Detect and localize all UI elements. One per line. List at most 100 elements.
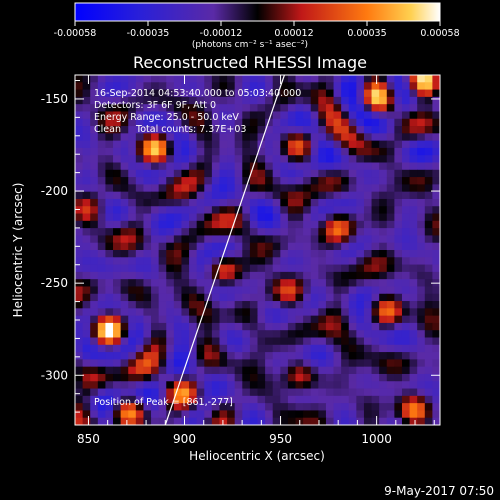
heatmap-cell xyxy=(310,133,319,142)
heatmap-cell xyxy=(219,293,228,302)
heatmap-cell xyxy=(379,82,388,90)
heatmap-cell xyxy=(105,111,114,120)
heatmap-cell xyxy=(181,322,190,331)
heatmap-cell xyxy=(310,322,319,331)
heatmap-cell xyxy=(211,213,220,222)
heatmap-cell xyxy=(143,373,152,382)
heatmap-cell xyxy=(97,417,106,425)
heatmap-cell xyxy=(333,388,342,397)
heatmap-cell xyxy=(303,417,312,425)
heatmap-cell xyxy=(409,75,418,83)
heatmap-cell xyxy=(280,162,289,171)
heatmap-cell xyxy=(75,177,83,185)
heatmap-cell xyxy=(113,191,122,200)
heatmap-cell xyxy=(280,330,289,338)
heatmap-cell xyxy=(135,352,144,360)
heatmap-cell xyxy=(227,352,236,360)
heatmap-cell xyxy=(196,191,205,200)
heatmap-cell xyxy=(227,126,236,134)
heatmap-cell xyxy=(135,140,144,149)
heatmap-cell xyxy=(348,337,357,346)
heatmap-cell xyxy=(432,111,440,120)
heatmap-cell xyxy=(401,301,410,309)
heatmap-cell xyxy=(318,388,327,397)
heatmap-cell xyxy=(189,155,198,163)
heatmap-cell xyxy=(280,417,289,425)
heatmap-cell xyxy=(432,410,440,419)
heatmap-cell xyxy=(424,410,433,419)
heatmap-cell xyxy=(401,352,410,360)
heatmap-cell xyxy=(227,104,236,112)
heatmap-cell xyxy=(82,96,91,105)
heatmap-cell xyxy=(234,359,243,368)
heatmap-cell xyxy=(143,118,152,127)
heatmap-cell xyxy=(234,118,243,127)
heatmap-cell xyxy=(424,169,433,178)
heatmap-cell xyxy=(189,410,198,419)
heatmap-cell xyxy=(417,169,426,178)
heatmap-cell xyxy=(143,220,152,229)
heatmap-cell xyxy=(181,169,190,178)
heatmap-cell xyxy=(158,301,167,309)
heatmap-cell xyxy=(128,177,137,185)
heatmap-cell xyxy=(227,293,236,302)
heatmap-cell xyxy=(75,337,83,346)
heatmap-cell xyxy=(348,111,357,120)
heatmap-cell xyxy=(90,111,99,120)
heatmap-cell xyxy=(257,213,266,222)
heatmap-cell xyxy=(272,344,281,353)
heatmap-cell xyxy=(417,220,426,229)
heatmap-cell xyxy=(249,322,258,331)
heatmap-cell xyxy=(143,381,152,389)
heatmap-cell xyxy=(75,373,83,382)
heatmap-cell xyxy=(249,191,258,200)
heatmap-cell xyxy=(272,126,281,134)
heatmap-cell xyxy=(409,410,418,419)
heatmap-cell xyxy=(424,184,433,193)
heatmap-cell xyxy=(272,213,281,222)
heatmap-cell xyxy=(341,206,350,214)
heatmap-cell xyxy=(242,242,251,251)
heatmap-cell xyxy=(234,337,243,346)
heatmap-cell xyxy=(128,111,137,120)
heatmap-cell xyxy=(196,395,205,404)
heatmap-cell xyxy=(151,111,160,120)
heatmap-cell xyxy=(394,140,403,149)
heatmap-cell xyxy=(143,322,152,331)
heatmap-cell xyxy=(432,344,440,353)
heatmap-cell xyxy=(97,257,106,265)
heatmap-cell xyxy=(363,286,372,295)
heatmap-cell xyxy=(135,169,144,178)
heatmap-cell xyxy=(432,264,440,273)
heatmap-cell xyxy=(325,111,334,120)
heatmap-cell xyxy=(120,403,129,411)
heatmap-cell xyxy=(280,308,289,317)
heatmap-cell xyxy=(287,147,296,156)
heatmap-cell xyxy=(363,301,372,309)
heatmap-cell xyxy=(189,330,198,338)
heatmap-cell xyxy=(143,228,152,236)
heatmap-cell xyxy=(166,264,175,273)
heatmap-cell xyxy=(196,257,205,265)
heatmap-cell xyxy=(272,82,281,90)
heatmap-cell xyxy=(151,344,160,353)
heatmap-cell xyxy=(219,89,228,98)
heatmap-cell xyxy=(432,126,440,134)
heatmap-cell xyxy=(166,162,175,171)
heatmap-cell xyxy=(128,271,137,280)
heatmap-cell xyxy=(249,242,258,251)
heatmap-cell xyxy=(356,140,365,149)
heatmap-cell xyxy=(90,417,99,425)
heatmap-cell xyxy=(432,373,440,382)
heatmap-cell xyxy=(189,82,198,90)
heatmap-cell xyxy=(196,220,205,229)
heatmap-cell xyxy=(265,118,274,127)
heatmap-cell xyxy=(211,140,220,149)
heatmap-cell xyxy=(120,264,129,273)
heatmap-cell xyxy=(151,89,160,98)
heatmap-cell xyxy=(120,410,129,419)
heatmap-cell xyxy=(135,133,144,142)
heatmap-cell xyxy=(432,228,440,236)
heatmap-cell xyxy=(409,381,418,389)
heatmap-cell xyxy=(379,162,388,171)
